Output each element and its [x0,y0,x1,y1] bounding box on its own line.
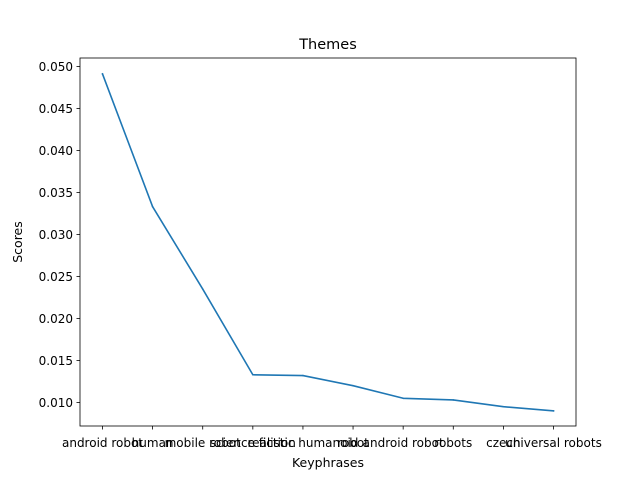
y-tick-label: 0.010 [39,396,73,410]
x-tick-label: android robot [62,436,143,450]
x-tick-label: robot [337,436,369,450]
data-point [101,73,104,75]
y-tick-label: 0.020 [39,312,73,326]
plot-area [79,57,577,427]
y-axis: 0.010 0.015 0.020 0.025 0.030 0.035 0.040 0.045… [39,60,80,410]
data-point [552,410,555,412]
data-point [352,384,354,387]
x-tick-label: science fiction [210,436,296,450]
data-point [452,399,455,401]
chart-title: Themes [298,37,357,53]
y-tick-label: 0.035 [39,186,73,200]
data-point [502,405,505,408]
y-tick-label: 0.015 [39,354,73,368]
data-point [252,373,254,376]
x-tick-label: mobile robot [165,436,241,450]
x-tick-label: robots [434,436,472,450]
y-tick-label: 0.040 [39,144,73,158]
data-point [151,205,154,208]
y-tick-label: 0.030 [39,228,73,242]
x-tick-label: android robot [363,436,444,450]
y-tick-label: 0.045 [39,102,73,116]
data-point [201,288,204,290]
data-point [302,374,304,377]
data-point [402,397,404,400]
y-axis-label: Scores [10,221,25,263]
y-tick-label: 0.025 [39,270,73,284]
series-layer [101,72,555,412]
x-tick-label: czech [486,436,520,450]
series-line [101,72,555,412]
x-axis-label: Keyphrases [292,455,364,470]
x-tick-label: realistic humanoid [247,436,358,450]
y-tick-label: 0.050 [39,60,73,74]
x-tick-label: human [132,436,174,450]
x-tick-label: universal robots [505,436,602,450]
